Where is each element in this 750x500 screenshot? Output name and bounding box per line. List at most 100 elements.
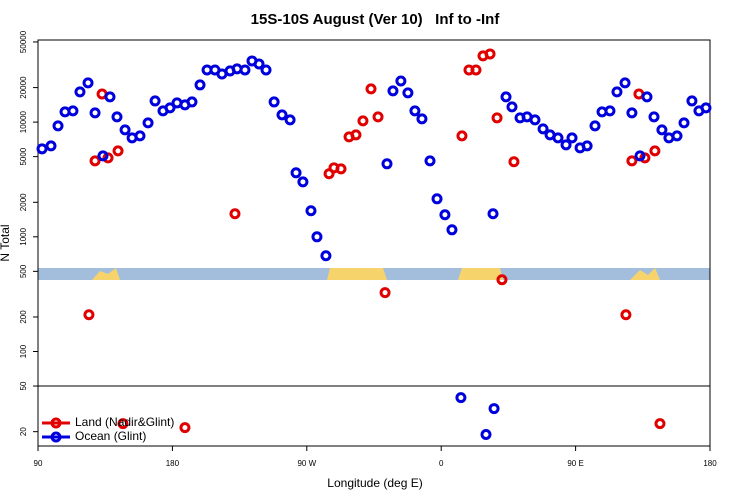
point xyxy=(97,150,109,162)
chart-title: 15S-10S August (Ver 10) Inf to -Inf xyxy=(251,11,501,28)
point xyxy=(142,117,154,129)
point xyxy=(104,91,116,103)
point xyxy=(611,86,623,98)
point xyxy=(641,91,653,103)
point xyxy=(552,132,564,144)
plot-frame xyxy=(37,39,711,447)
point xyxy=(416,113,428,125)
legend-marker xyxy=(50,431,62,443)
point xyxy=(395,75,407,87)
point xyxy=(89,155,101,167)
point xyxy=(480,428,492,440)
point xyxy=(581,140,593,152)
x-axis-label: Longitude (deg E) xyxy=(327,476,422,490)
point xyxy=(276,109,288,121)
point xyxy=(239,64,251,76)
y-tick-label: 1000 xyxy=(19,227,28,245)
point xyxy=(112,145,124,157)
point xyxy=(470,64,482,76)
point xyxy=(626,107,638,119)
point xyxy=(488,403,500,415)
point xyxy=(229,208,241,220)
point xyxy=(74,86,86,98)
point xyxy=(566,132,578,144)
point xyxy=(560,139,572,151)
point xyxy=(268,96,280,108)
point xyxy=(506,101,518,113)
point xyxy=(186,96,198,108)
point xyxy=(402,87,414,99)
point xyxy=(626,155,638,167)
point xyxy=(620,309,632,321)
point xyxy=(117,418,129,430)
point xyxy=(111,111,123,123)
point xyxy=(409,105,421,117)
point xyxy=(149,95,161,107)
surface-band xyxy=(38,268,710,280)
point xyxy=(424,155,436,167)
point xyxy=(381,158,393,170)
point xyxy=(537,123,549,135)
y-tick-label: 200 xyxy=(19,310,28,324)
x-tick-label: 180 xyxy=(703,459,717,468)
point xyxy=(678,117,690,129)
y-tick-label: 100 xyxy=(19,344,28,358)
point xyxy=(83,309,95,321)
point xyxy=(686,95,698,107)
point xyxy=(456,130,468,142)
point xyxy=(320,250,332,262)
point xyxy=(446,224,458,236)
point xyxy=(290,167,302,179)
point xyxy=(649,145,661,157)
y-tick-label: 50 xyxy=(19,381,28,390)
point xyxy=(253,58,265,70)
point xyxy=(372,111,384,123)
legend-label: Ocean (Glint) xyxy=(75,429,146,443)
point xyxy=(284,114,296,126)
point xyxy=(305,205,317,217)
point xyxy=(297,176,309,188)
point xyxy=(604,105,616,117)
y-tick-label: 10000 xyxy=(19,110,28,133)
point xyxy=(500,91,512,103)
point xyxy=(508,156,520,168)
point xyxy=(52,120,64,132)
point xyxy=(634,150,646,162)
point xyxy=(119,124,131,136)
point xyxy=(455,392,467,404)
point xyxy=(491,112,503,124)
point xyxy=(36,143,48,155)
y-tick-label: 500 xyxy=(19,264,28,278)
point xyxy=(439,209,451,221)
x-tick-label: 0 xyxy=(439,459,444,468)
y-axis-label: N Total xyxy=(0,224,12,261)
point xyxy=(350,129,362,141)
legend-label: Land (Nadir&Glint) xyxy=(75,415,174,429)
x-tick-label: 180 xyxy=(166,459,180,468)
y-tick-label: 20 xyxy=(19,427,28,436)
point xyxy=(379,287,391,299)
legend-marker xyxy=(50,417,62,429)
point xyxy=(365,83,377,95)
point xyxy=(671,130,683,142)
point xyxy=(700,102,712,114)
point xyxy=(164,102,176,114)
x-tick-label: 90 W xyxy=(297,459,316,468)
point xyxy=(654,418,666,430)
land-patch xyxy=(630,268,660,280)
point xyxy=(487,208,499,220)
point xyxy=(335,163,347,175)
point xyxy=(656,124,668,136)
y-tick-label: 50000 xyxy=(19,30,28,53)
point xyxy=(134,130,146,142)
point xyxy=(589,120,601,132)
point xyxy=(496,274,508,286)
y-tick-label: 20000 xyxy=(19,76,28,99)
point xyxy=(82,77,94,89)
point xyxy=(387,85,399,97)
y-tick-label: 2000 xyxy=(19,193,28,211)
land-patch xyxy=(327,268,387,280)
point xyxy=(529,114,541,126)
point xyxy=(619,77,631,89)
